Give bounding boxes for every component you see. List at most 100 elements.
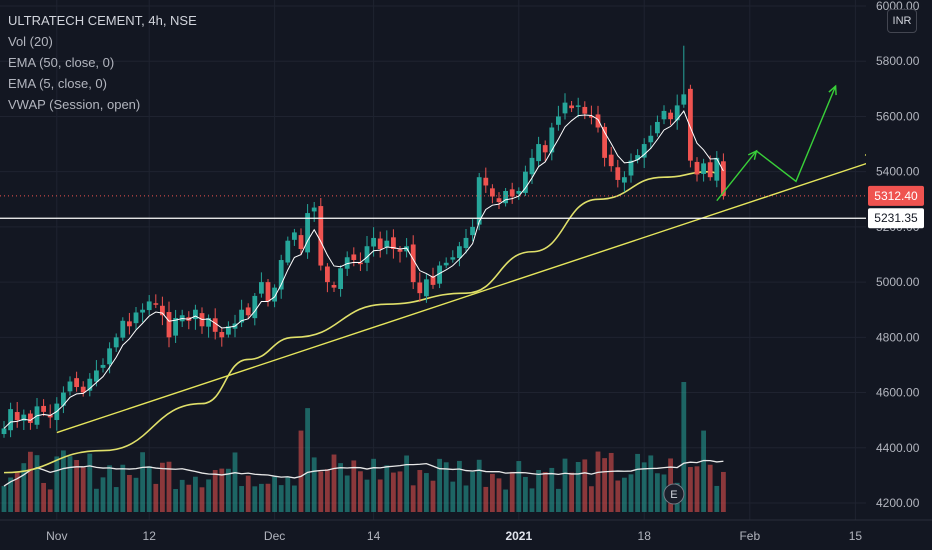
volume-bar bbox=[146, 466, 152, 512]
candle bbox=[47, 404, 53, 429]
projection-arrowhead bbox=[828, 84, 837, 96]
candle bbox=[100, 358, 106, 373]
candle bbox=[694, 157, 700, 182]
volume-bar bbox=[239, 486, 244, 512]
candle bbox=[146, 295, 152, 316]
candle bbox=[516, 187, 522, 200]
candle bbox=[285, 236, 291, 266]
volume-bar bbox=[377, 479, 383, 512]
indicator-ema50[interactable]: EMA (50, close, 0) bbox=[8, 55, 115, 70]
volume-bar bbox=[397, 471, 403, 512]
candle bbox=[450, 250, 456, 263]
volume-bar bbox=[556, 488, 561, 512]
indicator-volume[interactable]: Vol (20) bbox=[8, 34, 53, 49]
volume-bar bbox=[193, 476, 198, 512]
volume-bar bbox=[575, 461, 581, 512]
candle bbox=[140, 303, 145, 323]
volume-bar bbox=[285, 476, 291, 512]
candle bbox=[655, 115, 660, 137]
volume-bar bbox=[94, 488, 99, 512]
volume-bar bbox=[351, 460, 357, 512]
volume-bar bbox=[120, 464, 126, 512]
candle bbox=[67, 376, 73, 396]
candle bbox=[635, 149, 640, 164]
candle bbox=[87, 373, 93, 397]
candle bbox=[437, 261, 442, 289]
candle bbox=[377, 231, 383, 258]
trendline bbox=[56, 159, 876, 434]
candle bbox=[278, 254, 284, 299]
volume-bar bbox=[272, 476, 277, 512]
volume-bar bbox=[318, 471, 324, 512]
volume-bar bbox=[34, 455, 40, 512]
candle bbox=[239, 299, 244, 328]
candle bbox=[305, 204, 310, 259]
volume-bar bbox=[443, 462, 449, 512]
candle bbox=[358, 252, 363, 272]
volume-bar bbox=[173, 489, 178, 512]
candle bbox=[496, 192, 502, 210]
volume-bar bbox=[437, 458, 442, 512]
candle bbox=[503, 188, 508, 207]
candle bbox=[259, 272, 264, 298]
volume-bar bbox=[87, 453, 93, 512]
volume-bar bbox=[67, 456, 73, 512]
candle bbox=[622, 171, 627, 193]
earnings-marker-label: E bbox=[670, 489, 677, 501]
volume-bar bbox=[219, 468, 225, 512]
volume-bar bbox=[536, 470, 541, 512]
earnings-marker[interactable]: E bbox=[663, 483, 685, 505]
price-axis[interactable]: 4200.004400.004600.004800.005000.005200.… bbox=[866, 0, 932, 550]
volume-bar bbox=[483, 486, 489, 512]
volume-bar bbox=[608, 452, 614, 512]
price-tick-label: 5000.00 bbox=[876, 275, 920, 289]
volume-bar bbox=[232, 452, 238, 512]
volume-bar bbox=[278, 485, 284, 512]
candle bbox=[298, 228, 304, 256]
candle bbox=[628, 153, 634, 183]
support-price-label: 5231.35 bbox=[874, 211, 918, 225]
currency-badge[interactable]: INR bbox=[887, 9, 917, 33]
indicator-vwap[interactable]: VWAP (Session, open) bbox=[8, 97, 141, 112]
ema5-line bbox=[3, 110, 724, 429]
candle bbox=[8, 402, 13, 438]
volume-bar bbox=[529, 488, 535, 512]
candle bbox=[199, 307, 205, 334]
candle bbox=[562, 93, 568, 120]
candle bbox=[107, 342, 112, 374]
volume-bar bbox=[595, 451, 601, 512]
projection-arrows bbox=[716, 84, 877, 202]
candle bbox=[463, 229, 469, 254]
candle bbox=[615, 159, 621, 188]
volume-bar bbox=[1, 486, 7, 512]
candle bbox=[549, 122, 555, 161]
candle bbox=[166, 301, 172, 348]
volume-bar bbox=[252, 486, 258, 512]
time-axis[interactable]: Nov 12 Dec 14 2021 18 Feb 15 bbox=[0, 519, 932, 550]
volume-bar bbox=[430, 480, 436, 512]
time-axis-bg bbox=[0, 520, 932, 550]
indicator-ema5[interactable]: EMA (5, close, 0) bbox=[8, 76, 107, 91]
time-tick-label: Feb bbox=[739, 529, 760, 543]
volume-bar bbox=[133, 477, 139, 512]
time-tick-label: 14 bbox=[367, 529, 381, 543]
volume-bar bbox=[549, 467, 555, 512]
volume-bar bbox=[226, 468, 231, 512]
volume-bar bbox=[265, 483, 271, 512]
volume-bar bbox=[476, 459, 482, 512]
volume-bar bbox=[186, 484, 192, 512]
candle bbox=[661, 105, 667, 125]
volume-bar bbox=[140, 452, 145, 512]
time-tick-label: 18 bbox=[638, 529, 652, 543]
volume-bar bbox=[127, 474, 132, 512]
candle bbox=[668, 109, 673, 125]
price-tick-label: 4600.00 bbox=[876, 386, 920, 400]
candle bbox=[457, 241, 462, 267]
candle bbox=[556, 105, 561, 131]
candle bbox=[523, 165, 528, 196]
volume-bar bbox=[305, 408, 310, 512]
candle bbox=[391, 229, 396, 259]
volume-bar bbox=[714, 485, 720, 512]
volume-bar bbox=[463, 485, 469, 512]
